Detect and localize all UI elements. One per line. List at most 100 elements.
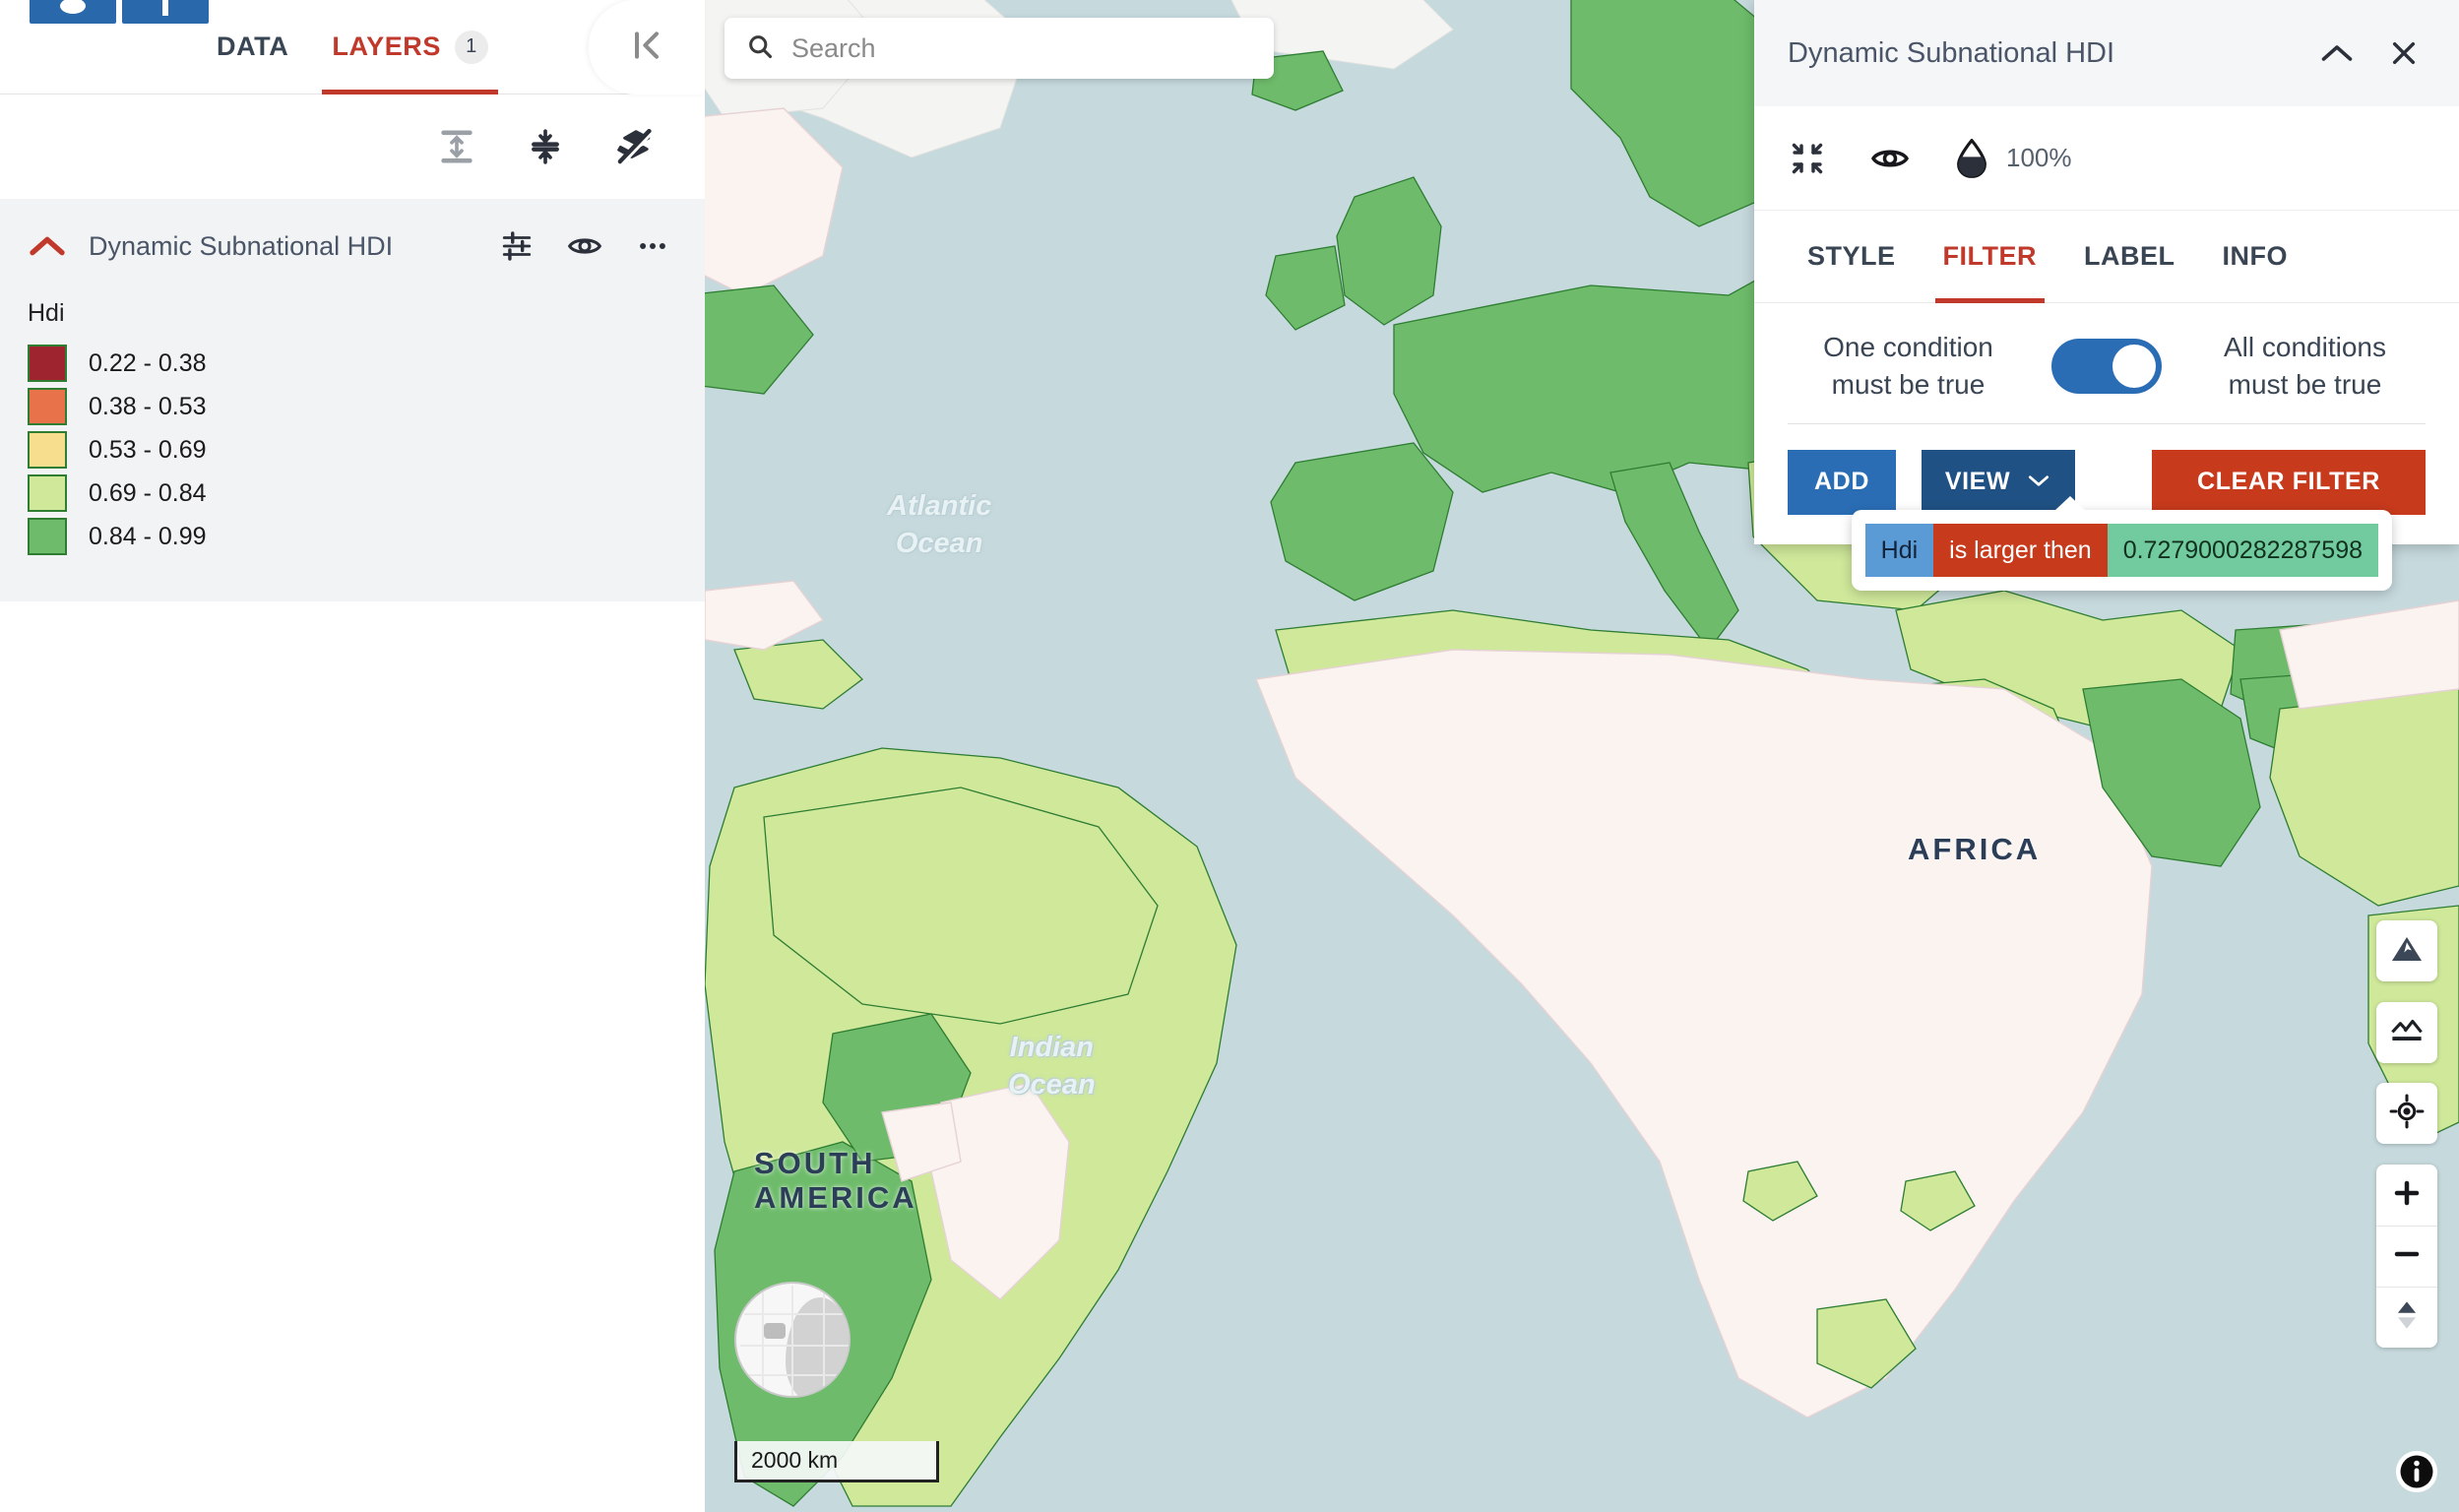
legend-item: 0.53 - 0.69 bbox=[28, 428, 705, 472]
legend-swatch bbox=[28, 518, 67, 555]
basemap-mountain-icon bbox=[2389, 931, 2425, 972]
layers-toolbar bbox=[0, 94, 705, 199]
zoom-out-button[interactable] bbox=[2376, 1226, 2437, 1287]
tab-layers-label: LAYERS bbox=[332, 32, 442, 61]
tab-style[interactable]: STYLE bbox=[1784, 211, 1920, 303]
legend: Hdi 0.22 - 0.38 0.38 - 0.53 0.53 - 0.69 … bbox=[0, 293, 705, 558]
clear-filter-button[interactable]: CLEAR FILTER bbox=[2152, 449, 2426, 515]
tab-label-label: LABEL bbox=[2084, 241, 2175, 271]
legend-swatch bbox=[28, 431, 67, 469]
tab-data[interactable]: DATA bbox=[195, 0, 310, 94]
legend-title: Hdi bbox=[28, 299, 65, 327]
add-button[interactable] bbox=[122, 0, 209, 24]
legend-item: 0.22 - 0.38 bbox=[28, 342, 705, 385]
one-condition-label: One condition must be true bbox=[1788, 329, 2029, 404]
info-button[interactable] bbox=[2394, 1449, 2439, 1494]
info-icon bbox=[2394, 1450, 2439, 1498]
legend-swatch bbox=[28, 388, 67, 425]
filter-buttons-row: ADD VIEW CLEAR FILTER bbox=[1754, 424, 2459, 544]
chevron-up-icon[interactable] bbox=[28, 232, 71, 260]
tab-filter[interactable]: FILTER bbox=[1920, 211, 2060, 303]
legend-label: 0.69 - 0.84 bbox=[89, 478, 207, 507]
globe-minimap[interactable] bbox=[734, 1282, 851, 1398]
basemap-mountain-button[interactable] bbox=[2376, 920, 2437, 981]
terrain-icon bbox=[2388, 1012, 2426, 1054]
search-input[interactable] bbox=[791, 32, 1252, 64]
chip-field[interactable]: Hdi bbox=[1864, 524, 1934, 577]
more-options-icon[interactable] bbox=[636, 229, 669, 263]
opacity-drop-icon[interactable] bbox=[1955, 138, 1988, 178]
visibility-eye-icon[interactable] bbox=[567, 228, 602, 264]
sidebar: DATA LAYERS 1 bbox=[0, 0, 705, 1512]
tab-style-label: STYLE bbox=[1807, 241, 1896, 271]
legend-swatch bbox=[28, 345, 67, 382]
layer-settings-panel: Dynamic Subnational HDI bbox=[1754, 0, 2459, 544]
legend-label: 0.22 - 0.38 bbox=[89, 348, 207, 377]
top-action-buttons bbox=[0, 0, 209, 24]
tilt-button[interactable] bbox=[2376, 1287, 2437, 1348]
chip-operator[interactable]: is larger then bbox=[1933, 524, 2108, 577]
legend-swatch bbox=[28, 474, 67, 512]
locate-me-icon bbox=[2389, 1094, 2425, 1134]
expand-all-icon[interactable] bbox=[433, 123, 480, 170]
chevron-up-icon[interactable] bbox=[2309, 35, 2364, 71]
chip-value[interactable]: 0.7279000282287598 bbox=[2107, 524, 2378, 577]
legend-label: 0.84 - 0.99 bbox=[89, 522, 207, 550]
visibility-eye-icon[interactable] bbox=[1870, 139, 1910, 178]
legend-item: 0.84 - 0.99 bbox=[28, 515, 705, 558]
settings-tools: 100% bbox=[1754, 106, 2459, 211]
layer-name: Dynamic Subnational HDI bbox=[89, 230, 394, 261]
layers-count-badge: 1 bbox=[455, 30, 489, 64]
locate-me-button[interactable] bbox=[2376, 1083, 2437, 1144]
toggle-knob bbox=[2112, 344, 2156, 388]
add-filter-button[interactable]: ADD bbox=[1788, 449, 1896, 515]
layer-header[interactable]: Dynamic Subnational HDI bbox=[0, 199, 705, 293]
tab-info-label: INFO bbox=[2222, 241, 2288, 271]
close-icon[interactable] bbox=[2378, 32, 2429, 75]
tilt-icon bbox=[2392, 1298, 2422, 1337]
view-filter-button[interactable]: VIEW bbox=[1922, 449, 2075, 515]
terrain-button[interactable] bbox=[2376, 1002, 2437, 1063]
view-button-label: VIEW bbox=[1944, 468, 2011, 496]
all-conditions-line2: must be true bbox=[2228, 368, 2382, 400]
zoom-out-icon bbox=[2392, 1239, 2422, 1274]
settings-header: Dynamic Subnational HDI bbox=[1754, 0, 2459, 106]
tab-label[interactable]: LABEL bbox=[2060, 211, 2199, 303]
hide-all-layers-icon[interactable] bbox=[610, 123, 658, 170]
fit-to-screen-icon[interactable] bbox=[1790, 141, 1825, 176]
filter-chip[interactable]: Hdi is larger then 0.7279000282287598 bbox=[1864, 524, 2378, 577]
layer-panel: Dynamic Subnational HDI bbox=[0, 199, 705, 601]
condition-mode-toggle[interactable] bbox=[2051, 338, 2162, 394]
search-box[interactable] bbox=[725, 18, 1274, 79]
zoom-controls[interactable] bbox=[2376, 1165, 2437, 1348]
legend-item: 0.69 - 0.84 bbox=[28, 472, 705, 515]
one-condition-line1: One condition bbox=[1823, 332, 1993, 362]
tab-layers[interactable]: LAYERS 1 bbox=[310, 0, 510, 94]
opacity-value: 100% bbox=[2006, 143, 2072, 172]
sidebar-collapse-button[interactable] bbox=[589, 0, 705, 94]
upload-button[interactable] bbox=[30, 0, 116, 24]
all-conditions-line1: All conditions bbox=[2224, 332, 2386, 362]
settings-sliders-icon[interactable] bbox=[500, 229, 534, 263]
settings-divider bbox=[1788, 422, 2426, 424]
collapse-all-icon[interactable] bbox=[522, 123, 569, 170]
chevron-down-icon bbox=[2026, 468, 2051, 496]
legend-item: 0.38 - 0.53 bbox=[28, 385, 705, 428]
tab-info[interactable]: INFO bbox=[2199, 211, 2312, 303]
filter-chip-popover: Hdi is larger then 0.7279000282287598 bbox=[1851, 496, 2392, 591]
zoom-in-icon bbox=[2392, 1178, 2422, 1213]
sidebar-tabbar: DATA LAYERS 1 bbox=[0, 0, 705, 94]
tab-data-label: DATA bbox=[216, 32, 289, 61]
zoom-in-button[interactable] bbox=[2376, 1165, 2437, 1226]
one-condition-line2: must be true bbox=[1831, 368, 1986, 400]
settings-tabs: STYLE FILTER LABEL INFO bbox=[1754, 211, 2459, 303]
legend-label: 0.38 - 0.53 bbox=[89, 392, 207, 420]
scale-bar: 2000 km bbox=[734, 1441, 939, 1482]
tab-filter-label: FILTER bbox=[1942, 241, 2037, 271]
collapse-left-icon bbox=[627, 26, 666, 70]
search-icon bbox=[746, 32, 774, 65]
settings-title: Dynamic Subnational HDI bbox=[1788, 36, 2115, 69]
legend-label: 0.53 - 0.69 bbox=[89, 435, 207, 464]
all-conditions-label: All conditions must be true bbox=[2184, 329, 2426, 404]
